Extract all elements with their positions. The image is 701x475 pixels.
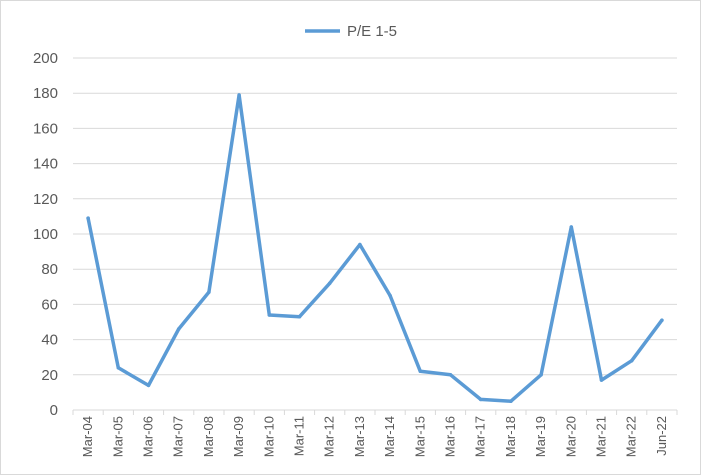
data-point [539,373,543,377]
y-tick-label: 180 [33,85,58,102]
y-tick-label: 120 [33,191,58,208]
data-point [146,383,151,388]
data-point [478,397,483,402]
x-tick-labels: Mar-04 Mar-05 Mar-06 Mar-07 Mar-08 Mar-09 Mar-… [80,416,669,457]
y-tick-label: 200 [33,50,58,67]
x-tick-label: Jun-22 [654,416,669,456]
x-tick-label: Mar-20 [563,416,578,457]
x-tick-label: Mar-11 [292,416,307,456]
x-tick-label: Mar-18 [503,416,518,457]
data-point [599,378,604,382]
x-tick-label: Mar-16 [443,416,458,457]
y-tick-label: 60 [41,296,58,313]
x-tick-label: Mar-04 [80,416,95,457]
data-point [86,216,90,220]
data-point [569,225,574,229]
data-point [297,314,302,319]
x-tick-label: Mar-09 [231,416,246,457]
x-tick-label: Mar-13 [352,416,367,457]
y-tick-label: 80 [41,261,58,278]
data-point [327,281,332,286]
data-point [358,242,362,247]
data-point [267,313,272,317]
data-point [629,358,634,363]
x-tick-label: Mar-05 [110,416,125,457]
data-point [237,93,241,97]
y-tick-label: 20 [41,367,58,384]
data-point [418,369,423,374]
data-point [388,293,392,298]
y-tick-label: 160 [33,120,58,137]
x-tick-label: Mar-15 [412,416,427,457]
data-point [207,290,211,294]
x-axis [72,409,678,415]
legend-label: P/E 1-5 [347,23,397,40]
x-tick-label: Mar-12 [322,416,337,457]
y-tick-label: 40 [41,332,58,349]
series-line [86,93,664,403]
y-tick-label: 140 [33,156,58,173]
x-tick-label: Mar-19 [533,416,548,457]
data-point [176,327,181,331]
x-tick-label: Mar-17 [473,416,488,457]
x-tick-label: Mar-21 [594,416,609,457]
data-point [116,366,121,370]
x-tick-label: Mar-22 [624,416,639,457]
y-axis: 0 20 40 60 80 100 120 140 160 180 200 [33,50,58,419]
data-point [448,373,453,377]
y-tick-label: 100 [33,226,58,243]
data-point [660,318,664,322]
legend: P/E 1-5 [305,23,397,40]
data-points [86,93,664,403]
x-tick-label: Mar-14 [382,416,397,457]
x-tick-label: Mar-08 [201,416,216,457]
x-tick-label: Mar-07 [171,416,186,457]
y-tick-label: 0 [50,402,58,419]
x-tick-label: Mar-06 [141,416,156,457]
x-tick-label: Mar-10 [261,416,276,457]
data-point [509,399,513,403]
gridlines [73,57,677,376]
